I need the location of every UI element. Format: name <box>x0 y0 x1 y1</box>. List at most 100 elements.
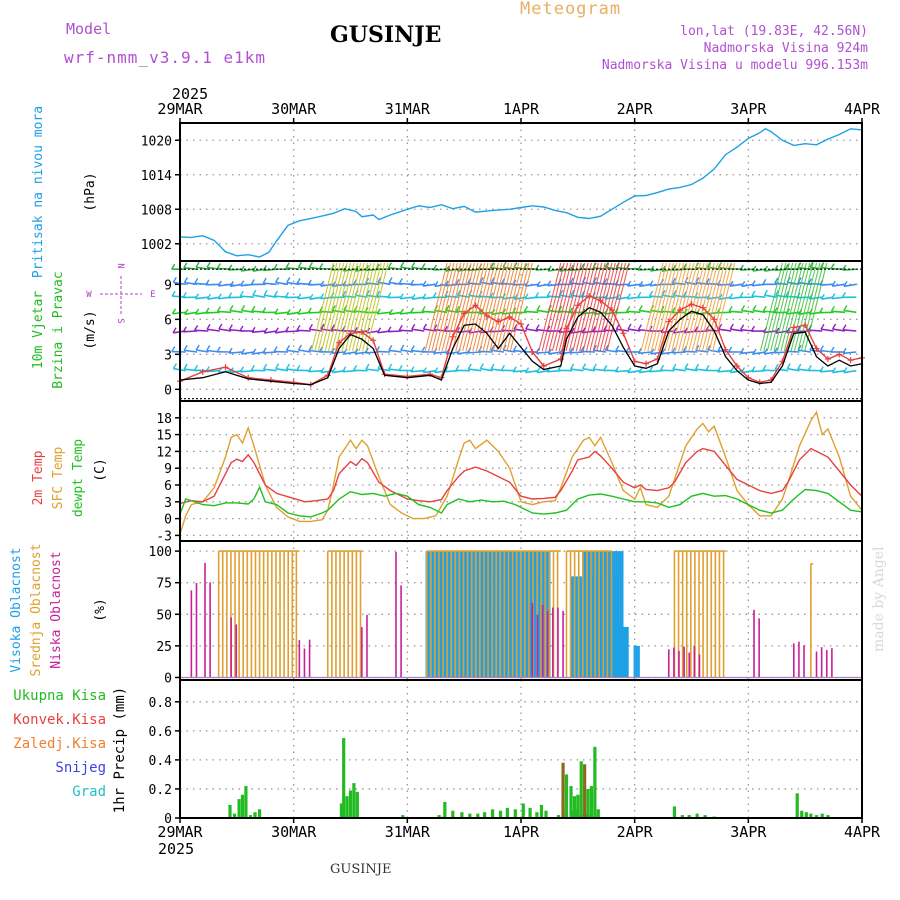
wind-barb-tick <box>626 293 631 300</box>
wind-gust-marker <box>267 377 274 383</box>
wind-barb-tick <box>400 261 405 268</box>
wind-barb-tick <box>762 305 767 312</box>
wind-strong-barb <box>468 262 492 352</box>
wind-barb-tick <box>536 305 541 311</box>
wind-barb-tick <box>388 363 393 370</box>
wind-barb <box>228 351 243 354</box>
wind-barb-tick <box>182 326 187 333</box>
wind-gust-marker <box>495 318 502 325</box>
precip-bar <box>521 803 525 818</box>
wind-strong-barb <box>684 262 708 352</box>
wind-barb-tick <box>387 262 393 269</box>
wind-strong-barb <box>496 262 520 352</box>
wind-barb-tick <box>409 279 415 286</box>
wind-ytick-label: 9 <box>164 278 172 293</box>
wind-strong-barb <box>345 262 369 352</box>
wind-strong-barb <box>650 262 674 352</box>
wind-barb <box>399 296 414 300</box>
precip-bar <box>572 796 577 818</box>
wind-strong-barb <box>558 262 582 352</box>
precipitation-ytick-label: 0.2 <box>149 783 172 798</box>
wind-gust-marker <box>643 360 650 367</box>
wind-barb <box>820 328 834 332</box>
wind-barb-tick <box>809 261 814 268</box>
wind-barb <box>229 309 243 314</box>
wind-barb-tick <box>773 307 778 314</box>
wind-barb-tick <box>410 345 415 351</box>
wind-barb-tick <box>784 263 790 270</box>
wind-gust-marker <box>574 302 581 309</box>
wind-strong-barb <box>321 262 345 352</box>
wind-barb-tick <box>171 346 176 352</box>
wind-strong-barb <box>485 262 510 352</box>
wind-barb-tick <box>251 305 256 312</box>
wind-barb-tick <box>683 327 689 334</box>
precip-bar <box>809 813 813 818</box>
wind-barb-tick <box>262 277 267 284</box>
wind-barb-tick <box>250 279 255 285</box>
wind-strong-barb <box>572 262 596 352</box>
bottom-xtick-label: 30MAR <box>271 823 317 841</box>
wind-barb-tick <box>398 364 403 371</box>
precip-bar <box>544 810 548 818</box>
wind-barb <box>195 349 209 353</box>
wind-barb-tick <box>729 280 734 287</box>
wind-barb <box>206 369 220 373</box>
wind-strong-barb <box>365 262 389 352</box>
wind-barb-tick <box>512 345 518 351</box>
wind-barb-tick <box>478 308 484 315</box>
elevation-label: Nadmorska Visina 924m <box>703 41 868 56</box>
wind-strong-barb <box>661 262 685 352</box>
cloud-unit: (%) <box>93 598 108 621</box>
wind-barb <box>366 330 380 334</box>
wind-barb <box>422 310 436 314</box>
wind-barb-tick <box>774 264 779 271</box>
wind-barb <box>241 268 254 272</box>
temperature-ytick-label: 15 <box>156 429 172 444</box>
temperature-ytick-label: 12 <box>156 445 172 460</box>
wind-barb-tick <box>580 263 585 270</box>
precip-legend-4: Grad <box>72 784 106 800</box>
wind-gust-marker <box>461 310 468 317</box>
temp-unit: (C) <box>93 458 108 481</box>
wind-barb <box>752 268 766 272</box>
wind-gust-marker <box>620 330 627 337</box>
wind-strong-barb <box>664 262 688 352</box>
wind-barb-tick <box>240 280 245 287</box>
bottom-xtick-label: 29MAR <box>157 823 203 841</box>
wind-barb-tick <box>307 307 312 314</box>
wind-barb <box>808 329 823 332</box>
wind-barb-tick <box>604 261 609 268</box>
temp-dewpt-line <box>179 485 863 518</box>
wind-barb <box>217 310 232 314</box>
wind-barb <box>298 349 311 353</box>
wind-barb-tick <box>184 308 189 315</box>
precip-bar <box>240 794 245 818</box>
wind-gust-marker <box>790 324 797 331</box>
precip-bar <box>672 806 677 818</box>
wind-barb-tick <box>399 308 404 315</box>
wind-barb <box>580 350 595 353</box>
bottom-year-label: 2025 <box>158 840 194 858</box>
wind-barb-tick <box>479 363 484 370</box>
wind-barb-tick <box>775 327 780 334</box>
wind-strong-barb <box>763 262 787 352</box>
wind-barb-tick <box>752 305 757 311</box>
wind-barb <box>218 328 232 332</box>
wind-strong-barb <box>348 262 372 352</box>
temp-tsfc-line <box>179 410 863 535</box>
wind-barb-tick <box>273 263 278 270</box>
wind-strong-barb <box>705 262 729 352</box>
wind-strong-barb <box>681 262 705 352</box>
wind-barb-tick <box>216 263 221 269</box>
wind-barb-tick <box>842 347 847 354</box>
wind-barb-tick <box>603 278 608 284</box>
wind-barb <box>388 266 402 270</box>
precip-bar <box>528 807 532 818</box>
precipitation-ytick-label: 0.6 <box>149 725 172 740</box>
precip-bar <box>468 813 472 818</box>
wind-barb-tick <box>807 278 813 284</box>
wind-barb-tick <box>240 265 245 272</box>
wind-barb <box>832 283 846 287</box>
wind-strong-barb <box>441 262 465 352</box>
